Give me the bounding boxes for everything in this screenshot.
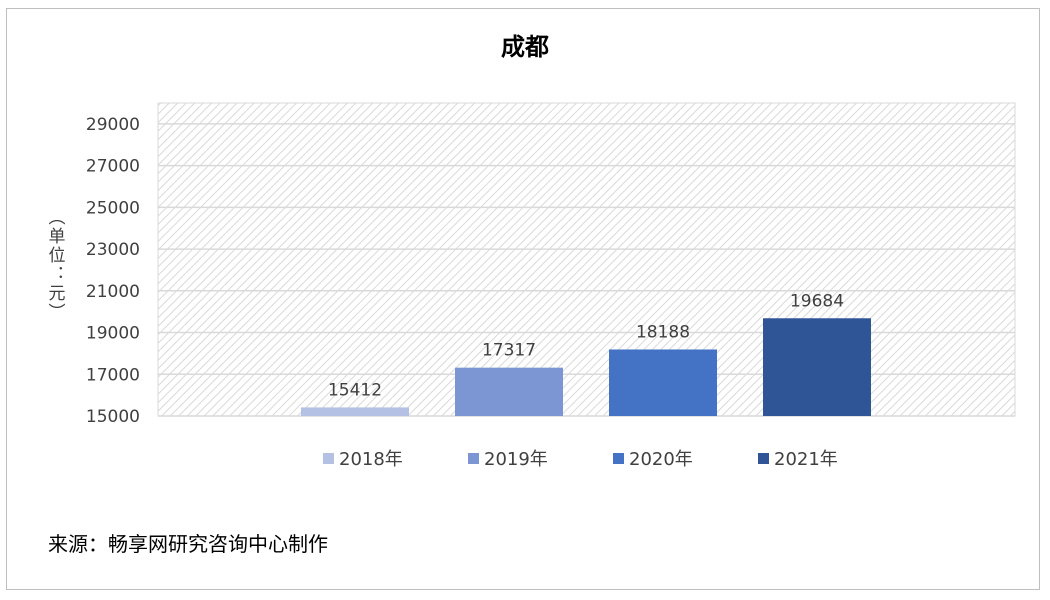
chart-frame (6, 8, 1040, 590)
bars (301, 318, 871, 416)
y-axis-ticks: 15000 17000 19000 21000 23000 25000 27000 29000 (86, 115, 140, 427)
bar-2020年 (609, 349, 717, 416)
legend-label: 2020年 (629, 449, 693, 470)
y-tick-label: 29000 (86, 115, 140, 135)
plot-area (157, 102, 1016, 417)
legend-item: 2021年 (758, 445, 838, 471)
source-note: 来源：畅享网研究咨询中心制作 (48, 532, 328, 556)
y-tick-label: 27000 (86, 157, 140, 177)
y-axis-label: （单位：元） (44, 208, 65, 322)
bar-2019年 (455, 367, 563, 416)
bar-2018年 (301, 407, 409, 416)
legend-label: 2021年 (774, 449, 838, 470)
data-label: 15412 (328, 380, 382, 400)
legend-swatch (613, 452, 624, 464)
bar-2021年 (763, 318, 871, 416)
y-tick-label: 23000 (86, 240, 140, 260)
y-tick-label: 21000 (86, 282, 140, 302)
legend-item: 2018年 (323, 445, 403, 471)
y-tick-label: 25000 (86, 198, 140, 218)
legend-swatch (323, 452, 334, 464)
y-tick-label: 15000 (86, 407, 140, 427)
data-label: 19684 (790, 291, 844, 311)
legend: 2018年 2019年 2020年 2021年 (0, 445, 1050, 471)
data-label: 17317 (482, 341, 536, 361)
legend-item: 2019年 (468, 445, 548, 471)
legend-swatch (468, 452, 479, 464)
data-label: 18188 (636, 322, 690, 342)
y-tick-label: 17000 (86, 365, 140, 385)
legend-label: 2019年 (484, 449, 548, 470)
legend-label: 2018年 (339, 449, 403, 470)
legend-item: 2020年 (613, 445, 693, 471)
data-labels: 15412 17317 18188 19684 (328, 291, 844, 400)
gridlines (158, 123, 1015, 417)
y-tick-label: 19000 (86, 324, 140, 344)
chart-title: 成都 (501, 33, 549, 61)
legend-swatch (758, 452, 769, 464)
